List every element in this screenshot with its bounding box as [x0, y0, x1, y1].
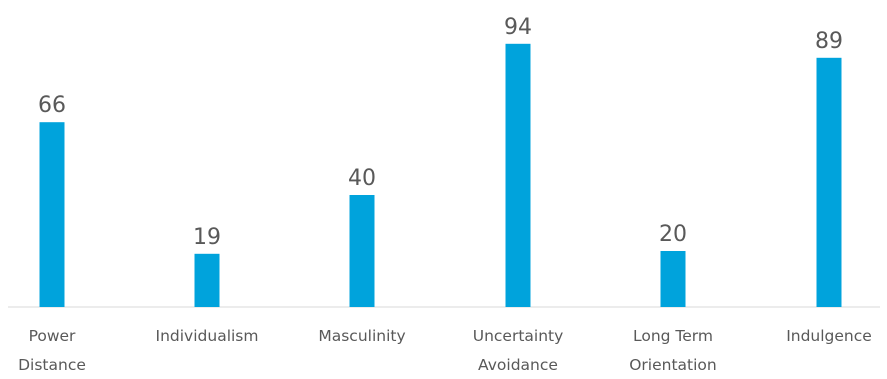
value-label-3: 94	[504, 15, 532, 40]
category-label-group: Power Distance Individualism Masculinity Unc…	[18, 327, 872, 374]
bar-1	[194, 253, 220, 307]
bar-2	[349, 195, 375, 307]
value-label-group: 66 19 40 94 20 89	[38, 15, 843, 250]
category-label-0-line-0: Power	[29, 327, 76, 345]
bar-group	[39, 43, 842, 308]
bar-3	[505, 43, 531, 308]
category-label-0-line-1: Distance	[18, 356, 86, 374]
category-label-2-line-0: Masculinity	[318, 327, 405, 345]
category-label-3-line-0: Uncertainty	[473, 327, 564, 345]
value-label-1: 19	[193, 225, 221, 250]
value-label-2: 40	[348, 166, 376, 191]
bar-5	[816, 57, 842, 307]
value-label-4: 20	[659, 222, 687, 247]
category-label-1-line-0: Individualism	[156, 327, 259, 345]
value-label-5: 89	[815, 29, 843, 54]
category-label-3-line-1: Avoidance	[478, 356, 558, 374]
value-label-0: 66	[38, 93, 66, 118]
category-label-5-line-0: Indulgence	[786, 327, 872, 345]
category-label-4-line-1: Orientation	[629, 356, 717, 374]
bar-4	[660, 251, 686, 307]
category-label-4-line-0: Long Term	[633, 327, 713, 345]
bar-0	[39, 122, 65, 307]
